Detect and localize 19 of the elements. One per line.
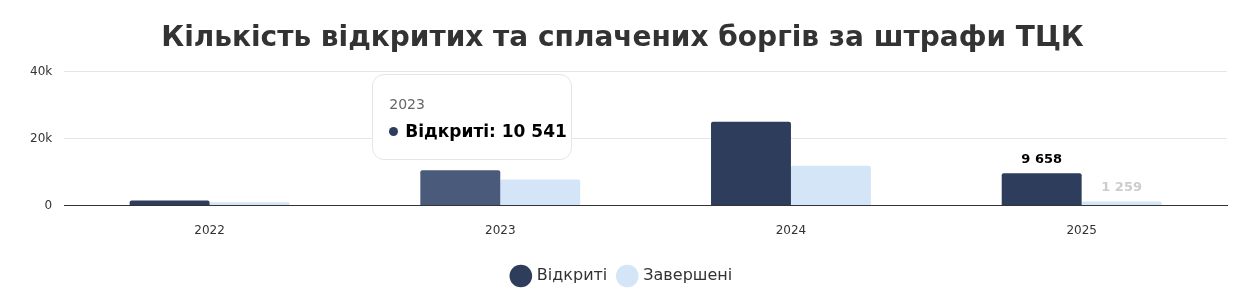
y-tick-label: 0 [44,197,53,212]
bar [711,121,791,206]
y-tick-label: 20k [30,130,53,145]
bar [1001,173,1082,206]
y-tick-label: 40k [30,63,53,78]
bar [1081,201,1162,206]
x-tick-label: 2025 [1066,222,1097,237]
bar [500,179,581,206]
annotation: 2023 Відкриті: 10 541 [389,96,567,142]
bar [420,170,501,206]
legend-label: Завершені [643,265,733,285]
x-tick-label: 2022 [194,222,225,237]
bar [209,202,290,206]
x-tick-label: 2023 [484,222,516,237]
legend-label: Відкриті [536,265,608,285]
chart-title: Кількість відкритих та сплачених боргів за штрафи ТЦК [161,20,1084,54]
bar [790,165,871,206]
x-tick-label: 2024 [775,222,807,237]
data-label: 9 658 [1021,151,1063,167]
